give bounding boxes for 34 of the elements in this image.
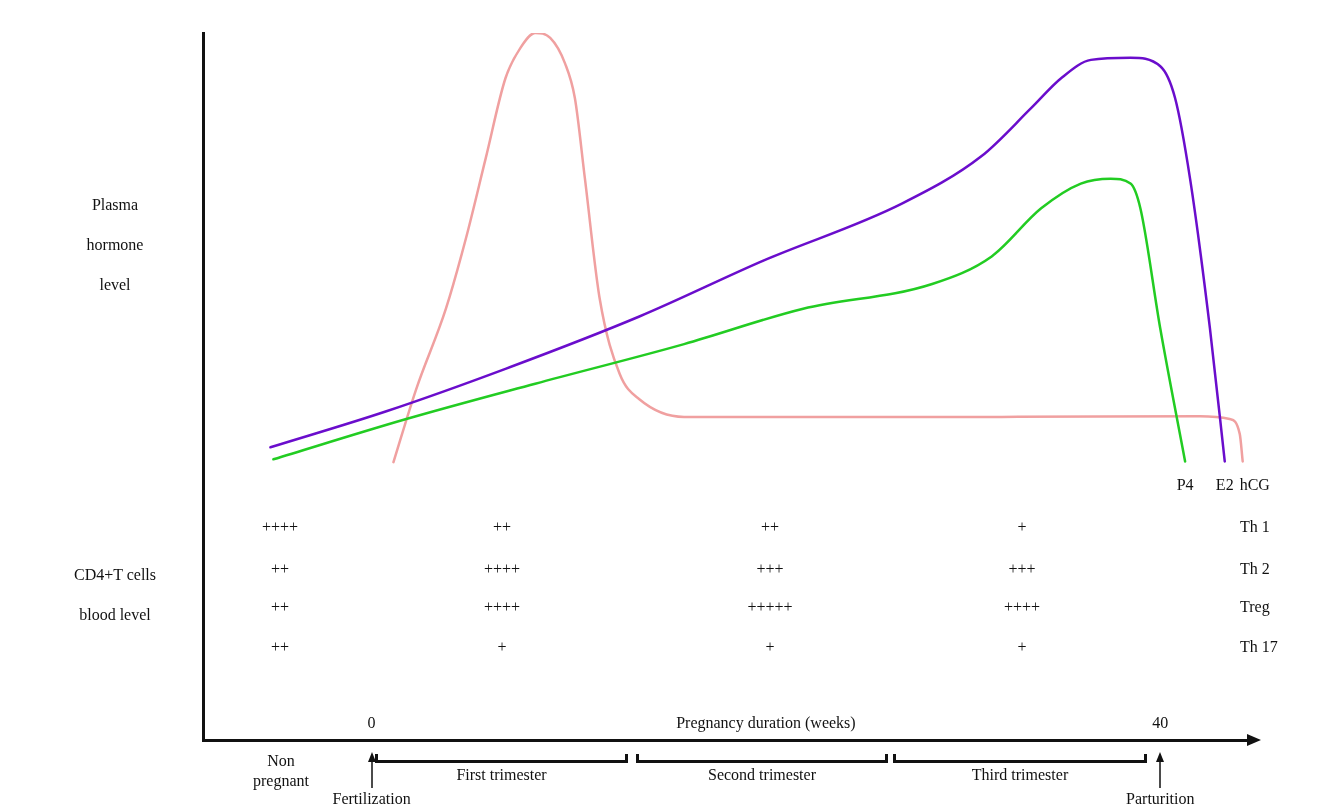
annotation: ++ — [492, 518, 512, 536]
text: Non pregnant — [253, 752, 310, 791]
text: Second trimester — [708, 766, 817, 784]
text: Plasma hormone level — [86, 196, 144, 293]
annotation: Th 2 — [1240, 560, 1270, 578]
series-label: E2 — [1215, 475, 1234, 493]
annotation: + — [1017, 518, 1027, 536]
annotation: ++++ — [1003, 598, 1041, 616]
annotation: ++ — [270, 638, 290, 656]
annotation: +++++ — [747, 598, 793, 616]
annotation: ++ — [760, 518, 780, 536]
annotation: ++ — [270, 560, 290, 578]
text: Fertilization — [332, 790, 411, 808]
series-label: hCG — [1239, 475, 1271, 493]
text: CD4+T cells blood level — [73, 566, 157, 623]
x-tick-label: 40 — [1152, 714, 1169, 731]
annotation: ++++ — [483, 598, 521, 616]
annotation: Th 17 — [1240, 638, 1278, 656]
annotation: + — [1017, 638, 1027, 656]
annotation: + — [765, 638, 775, 656]
annotation: ++++ — [483, 560, 521, 578]
annotation: +++ — [1008, 560, 1036, 578]
text: Parturition — [1126, 790, 1195, 808]
annotation: +++ — [756, 560, 784, 578]
x-axis-title: Pregnancy duration (weeks) — [676, 714, 856, 732]
annotation: ++ — [270, 598, 290, 616]
text: Third trimester — [971, 766, 1069, 784]
annotation: Treg — [1240, 598, 1270, 617]
annotation: + — [497, 638, 507, 656]
x-tick-label: 0 — [367, 714, 376, 731]
text: First trimester — [456, 766, 548, 784]
annotation: ++++ — [261, 518, 299, 536]
series-label: P4 — [1176, 475, 1194, 493]
annotation: Th 1 — [1240, 518, 1270, 536]
